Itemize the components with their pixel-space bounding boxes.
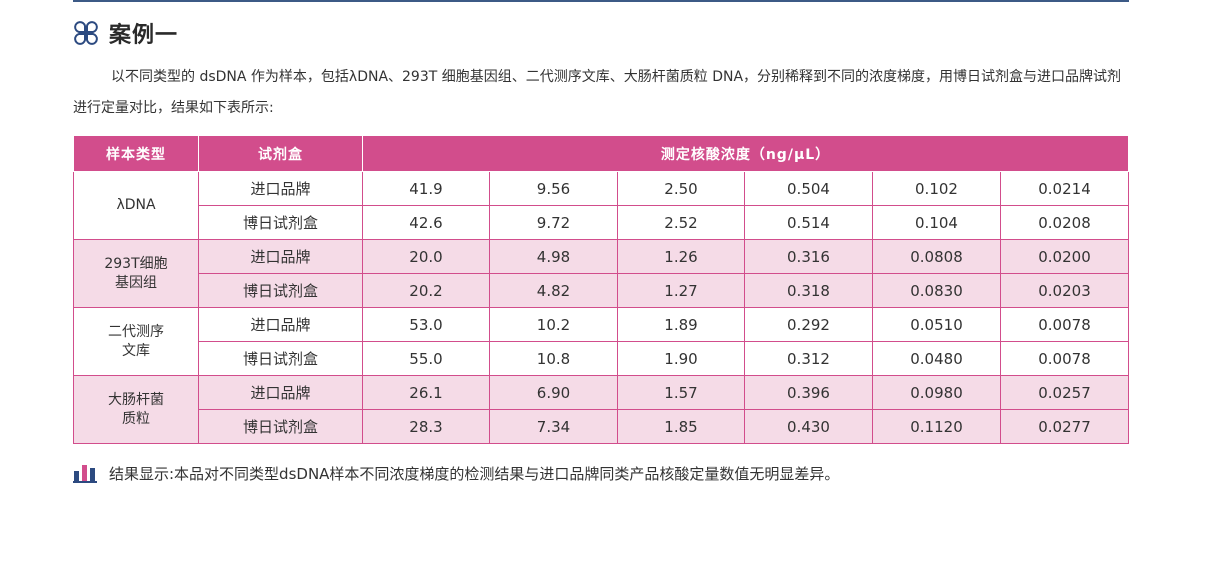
concentration-cell: 6.90 [489,375,618,410]
kit-cell: 博日试剂盒 [198,273,363,308]
table-row: 博日试剂盒 28.3 7.34 1.85 0.430 0.1120 0.0277 [74,409,1130,444]
concentration-cell: 0.0257 [999,375,1130,410]
concentration-cell: 4.82 [489,273,618,308]
concentration-cell: 41.9 [362,171,490,206]
intro-paragraph: 以不同类型的 dsDNA 作为样本，包括λDNA、293T 细胞基因组、二代测序… [73,69,1122,116]
concentration-cell: 55.0 [362,341,490,376]
concentration-cell: 0.0078 [999,341,1130,376]
concentration-cell: 0.102 [872,171,1001,206]
concentration-cell: 0.504 [744,171,873,206]
table-header-row: 样本类型 试剂盒 测定核酸浓度（ng/μL） [73,135,1130,172]
concentration-cell: 0.396 [744,375,873,410]
sample-type-line: 基因组 [115,274,157,291]
kit-cell: 博日试剂盒 [198,409,363,444]
concentration-cell: 0.292 [744,307,873,342]
concentration-cell: 7.34 [489,409,618,444]
conclusion-text: 结果显示:本品对不同类型dsDNA样本不同浓度梯度的检测结果与进口品牌同类产品核… [109,464,840,483]
concentration-cell: 42.6 [362,205,490,240]
concentration-cell: 1.85 [617,409,745,444]
concentration-cell: 1.89 [617,307,745,342]
concentration-cell: 0.0200 [999,239,1130,274]
sample-type-line: λDNA [116,197,156,213]
table-row: λDNA 进口品牌 41.9 9.56 2.50 0.504 0.102 0.0214 [73,171,1130,240]
kit-cell: 博日试剂盒 [198,205,363,240]
concentration-cell: 0.0208 [999,205,1130,240]
clover-icon [74,21,98,45]
concentration-cell: 1.90 [617,341,745,376]
bar-chart-icon [73,465,97,483]
concentration-cell: 20.0 [362,239,490,274]
concentration-cell: 0.0277 [999,409,1130,444]
table-row: 293T细胞 基因组 进口品牌 20.0 4.98 1.26 0.316 0.0808 0.02… [73,239,1130,308]
concentration-cell: 0.514 [744,205,873,240]
header-sample-type: 样本类型 [73,135,199,172]
top-rule [73,0,1129,2]
concentration-cell: 26.1 [362,375,490,410]
concentration-cell: 0.316 [744,239,873,274]
concentration-cell: 0.312 [744,341,873,376]
concentration-cell: 0.0214 [999,171,1130,206]
table-row: 大肠杆菌 质粒 进口品牌 26.1 6.90 1.57 0.396 0.0980 0.0257 [73,375,1130,444]
concentration-cell: 28.3 [362,409,490,444]
sample-type-line: 文库 [122,342,150,359]
table-row: 二代测序 文库 进口品牌 53.0 10.2 1.89 0.292 0.0510 0.0078 [73,307,1130,376]
sample-type-cell: 大肠杆菌 质粒 [73,375,199,444]
table-row: 博日试剂盒 20.2 4.82 1.27 0.318 0.0830 0.0203 [74,273,1130,308]
concentration-cell: 10.2 [489,307,618,342]
concentration-cell: 9.56 [489,171,618,206]
sample-type-line: 大肠杆菌 [108,391,164,408]
table-body: λDNA 进口品牌 41.9 9.56 2.50 0.504 0.102 0.0214 博日试剂… [73,171,1130,444]
concentration-cell: 9.72 [489,205,618,240]
table-row: 博日试剂盒 55.0 10.8 1.90 0.312 0.0480 0.0078 [74,341,1130,376]
sample-type-cell: 293T细胞 基因组 [73,239,199,308]
concentration-cell: 0.0980 [872,375,1001,410]
concentration-cell: 0.0480 [872,341,1001,376]
concentration-cell: 10.8 [489,341,618,376]
concentration-cell: 0.1120 [872,409,1001,444]
concentration-cell: 1.26 [617,239,745,274]
concentration-cell: 4.98 [489,239,618,274]
concentration-cell: 0.0808 [872,239,1001,274]
conclusion: 结果显示:本品对不同类型dsDNA样本不同浓度梯度的检测结果与进口品牌同类产品核… [73,460,839,486]
concentration-cell: 20.2 [362,273,490,308]
kit-cell: 进口品牌 [198,171,363,206]
concentration-cell: 0.0510 [872,307,1001,342]
kit-cell: 博日试剂盒 [198,341,363,376]
sample-type-line: 293T细胞 [104,255,168,272]
kit-cell: 进口品牌 [198,307,363,342]
header-concentration: 测定核酸浓度（ng/μL） [361,135,1130,172]
results-table: 样本类型 试剂盒 测定核酸浓度（ng/μL） λDNA 进口品牌 41.9 9.56 2… [73,135,1130,444]
sample-type-line: 质粒 [122,410,150,427]
concentration-cell: 2.50 [617,171,745,206]
concentration-cell: 0.104 [872,205,1001,240]
table-row: 博日试剂盒 42.6 9.72 2.52 0.514 0.104 0.0208 [74,205,1130,240]
concentration-cell: 1.57 [617,375,745,410]
kit-cell: 进口品牌 [198,375,363,410]
concentration-cell: 0.318 [744,273,873,308]
sample-type-line: 二代测序 [108,323,164,340]
section-heading: 案例一 [73,18,178,48]
concentration-cell: 1.27 [617,273,745,308]
kit-cell: 进口品牌 [198,239,363,274]
sample-type-cell: 二代测序 文库 [73,307,199,376]
concentration-cell: 0.0078 [999,307,1130,342]
concentration-cell: 0.0830 [872,273,1001,308]
sample-type-cell: λDNA [73,171,199,240]
concentration-cell: 2.52 [617,205,745,240]
concentration-cell: 0.430 [744,409,873,444]
concentration-cell: 53.0 [362,307,490,342]
concentration-cell: 0.0203 [999,273,1130,308]
section-title: 案例一 [109,23,179,48]
header-kit: 试剂盒 [198,135,363,172]
